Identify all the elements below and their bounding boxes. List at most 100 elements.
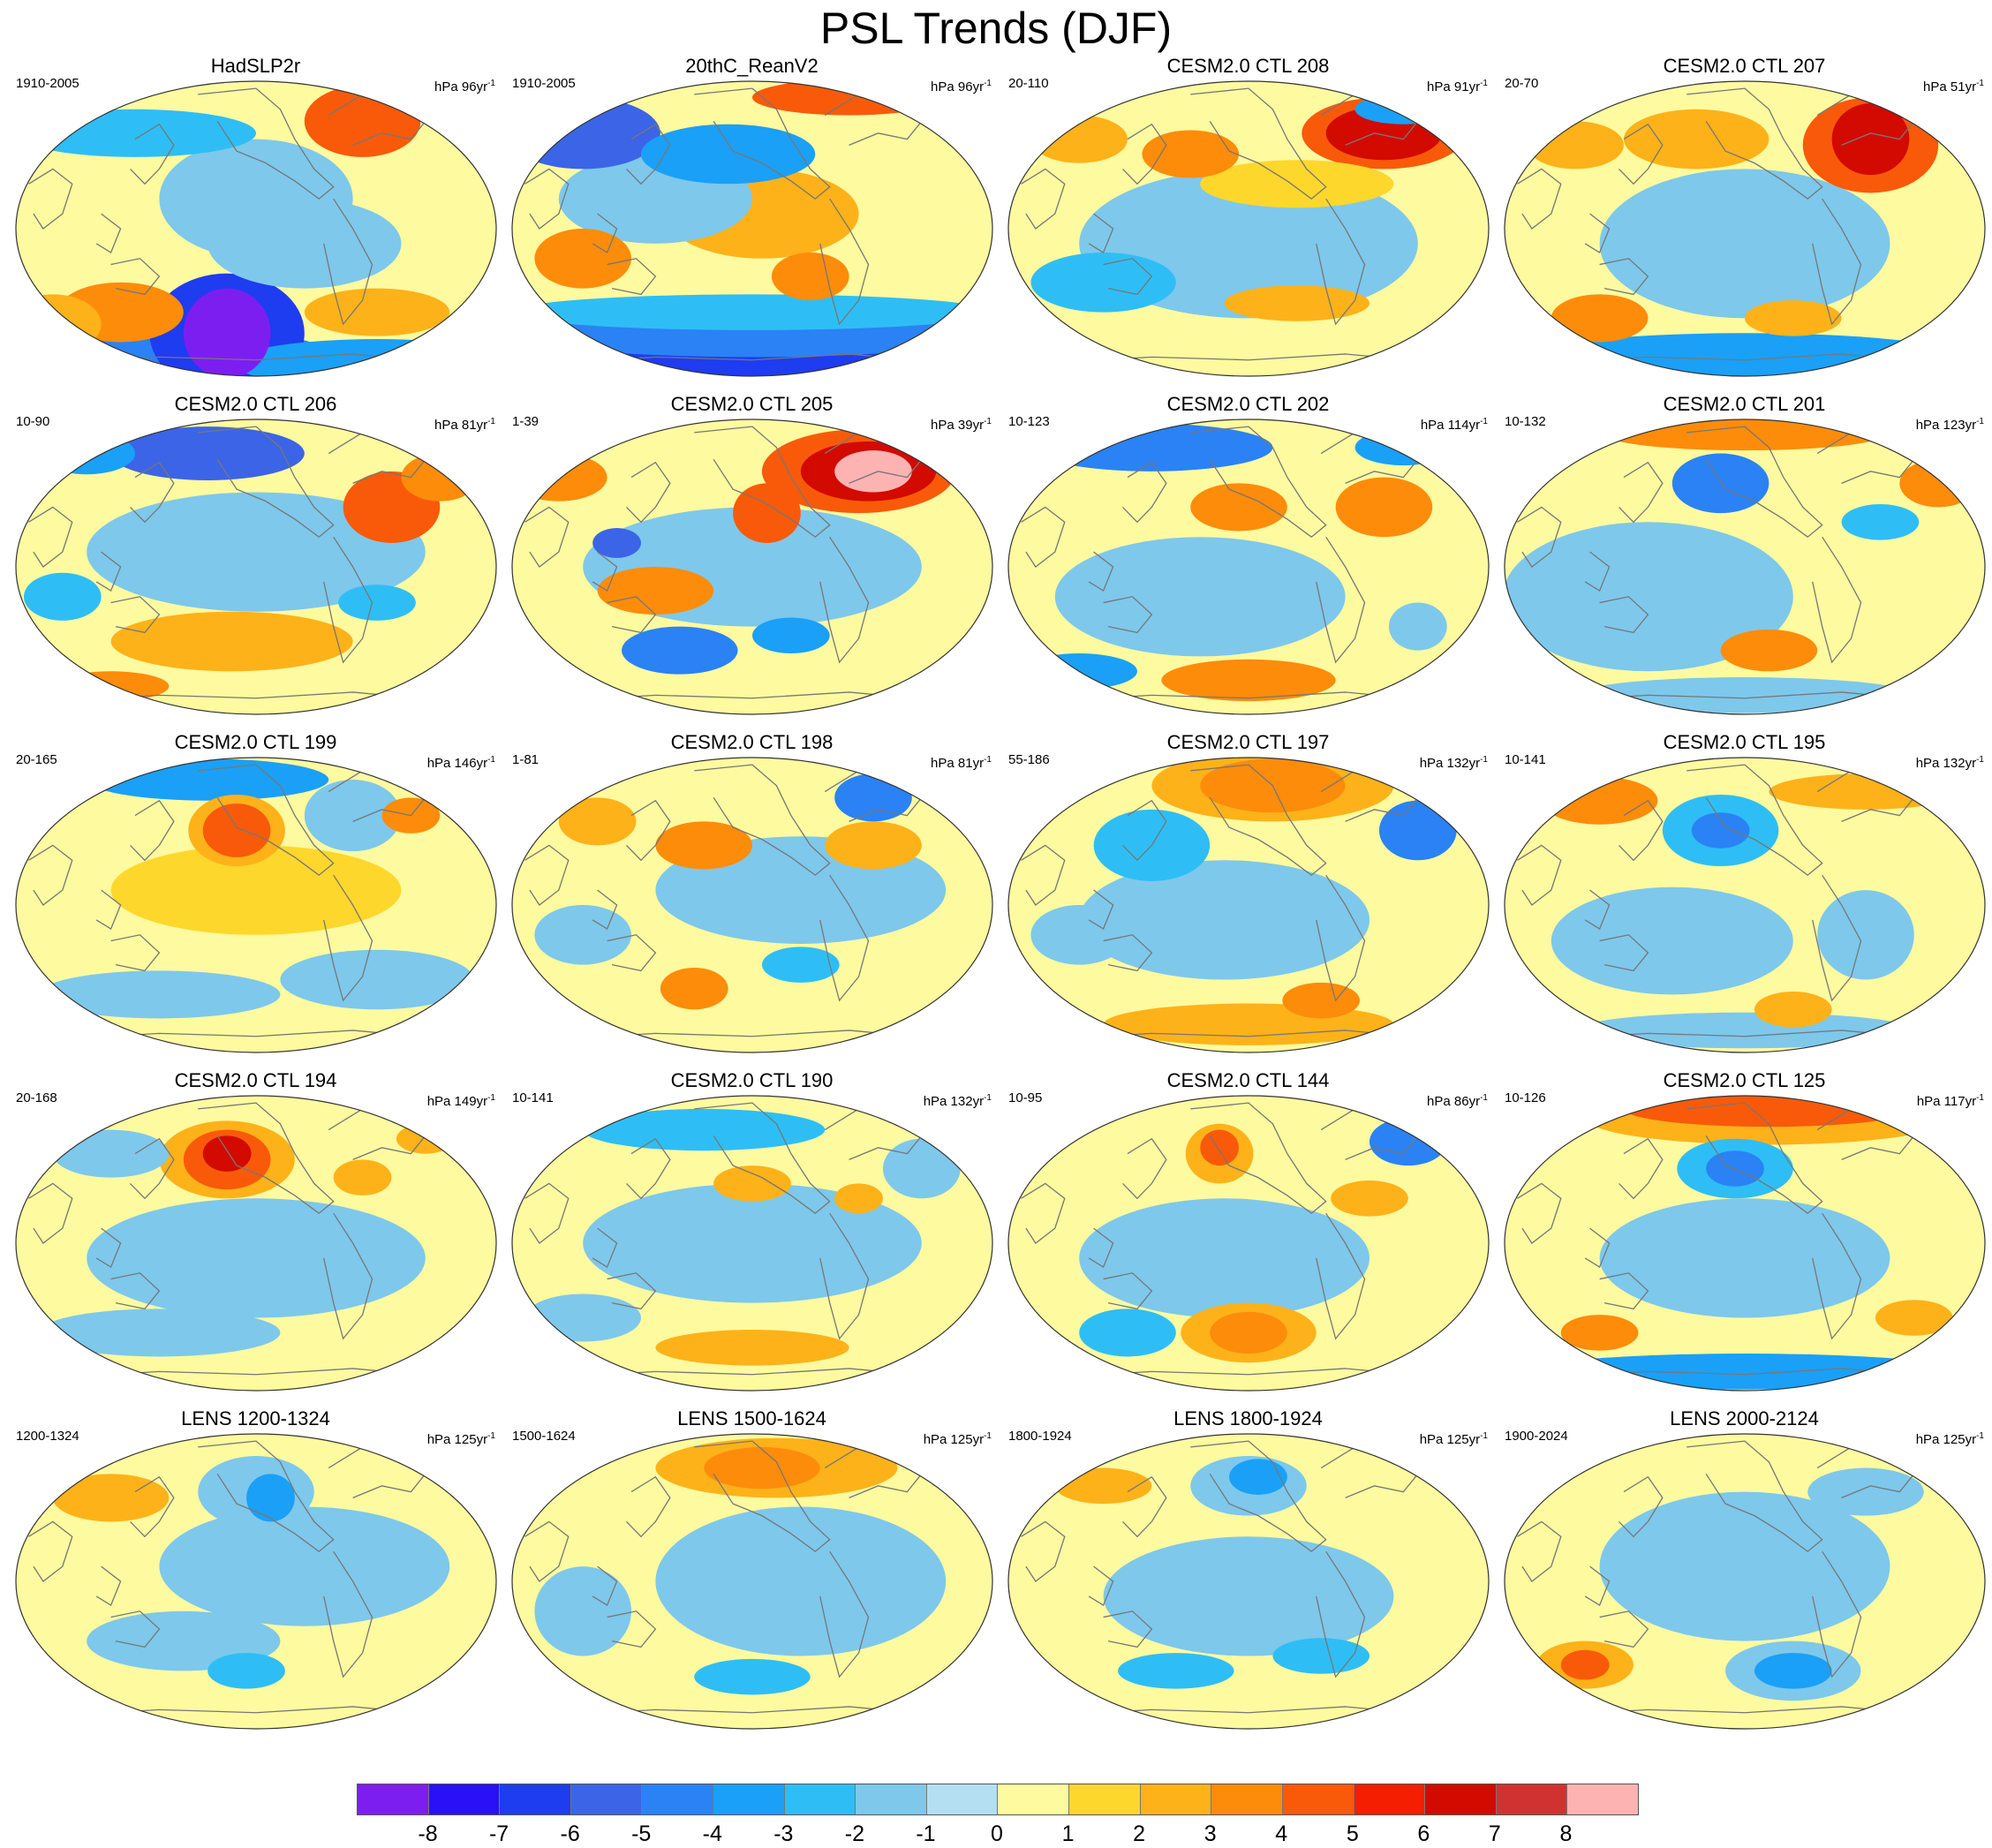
panel-year-range: 10-126: [1505, 1090, 1546, 1105]
coastline: [130, 1137, 175, 1200]
trend-contour: [1541, 776, 1658, 825]
coastline: [1812, 874, 1862, 1002]
panel-units-exponent: -1: [1480, 1093, 1488, 1103]
coastline: [1021, 506, 1066, 568]
trend-contour: [1560, 1649, 1610, 1680]
trend-contour: [401, 453, 479, 502]
trend-contour: [1030, 115, 1128, 163]
coastline: [1517, 168, 1562, 230]
panel-year-range: 1200-1324: [16, 1429, 79, 1444]
panel-units-exponent: -1: [1976, 755, 1984, 765]
coastline: [1584, 1565, 1611, 1606]
coastline: [1812, 536, 1862, 664]
panel-units-exponent: -1: [984, 755, 992, 765]
trend-map: [1007, 1095, 1490, 1392]
coastline: [1021, 168, 1066, 230]
coastline: [1122, 1137, 1167, 1200]
panel-units: hPa 96yr-1: [931, 76, 992, 95]
colorbar-tick-label: 2: [1133, 1822, 1146, 1846]
coastline: [524, 168, 570, 230]
coastline: [694, 1440, 831, 1553]
panel-units-base: hPa 125yr: [426, 1432, 488, 1447]
map-border: [1504, 80, 1986, 377]
colorbar-swatch: [856, 1784, 927, 1814]
trend-map: [1007, 1433, 1490, 1730]
coastline: [1618, 1475, 1664, 1538]
panel-units: hPa 132yr-1: [924, 1090, 992, 1110]
trend-contour: [1142, 130, 1240, 178]
panel-units-base: hPa 149yr: [426, 1094, 488, 1109]
trend-contour: [704, 1446, 820, 1490]
colorbar-swatch: [500, 1784, 571, 1814]
colorbar-swatch: [358, 1784, 429, 1814]
panel-units-base: hPa 132yr: [1915, 756, 1977, 771]
colorbar-swatch: [1567, 1784, 1638, 1814]
colorbar-swatch: [998, 1784, 1070, 1814]
map-panel: CESM2.0 CTL 190 10-141 hPa 132yr-1: [503, 1069, 1000, 1398]
trend-contour: [338, 585, 416, 621]
panel-units-exponent: -1: [984, 1093, 992, 1103]
trend-contour: [583, 1183, 922, 1303]
trend-contour: [1599, 169, 1890, 319]
coastline: [28, 168, 73, 230]
trend-contour: [655, 821, 752, 870]
trend-contour: [1745, 300, 1842, 336]
coastline: [1686, 764, 1823, 877]
trend-contour: [1054, 537, 1346, 657]
panel-year-range: 1-81: [512, 752, 540, 767]
trend-contour: [52, 1129, 170, 1178]
panel-units-base: hPa 91yr: [1427, 79, 1481, 94]
panel-title: CESM2.0 CTL 197: [1166, 731, 1330, 753]
coastline: [1103, 1272, 1153, 1310]
panel-year-range: 1800-1924: [1008, 1429, 1072, 1444]
trend-map: [1007, 757, 1490, 1053]
panel-units: hPa 123yr-1: [1916, 414, 1984, 434]
trend-map: [1007, 80, 1490, 377]
coastline: [110, 1610, 161, 1648]
coastline: [1190, 1102, 1327, 1215]
colorbar-tick-label: 0: [991, 1822, 1003, 1846]
trend-contour: [52, 671, 170, 702]
map-border: [511, 1095, 993, 1392]
panel-title: CESM2.0 CTL 207: [1663, 55, 1826, 77]
map-panel: HadSLP2r 1910-2005 hPa 96yr-1: [7, 55, 504, 383]
trend-contour: [1599, 1198, 1890, 1318]
coastline: [1021, 1182, 1066, 1244]
trend-contour: [52, 1474, 170, 1522]
coastline: [1812, 198, 1862, 326]
coastline: [1088, 889, 1114, 930]
panel-title: CESM2.0 CTL 199: [174, 731, 337, 753]
trend-contour: [583, 1108, 826, 1151]
coastline: [323, 1550, 374, 1678]
panel-units-exponent: -1: [1976, 1093, 1984, 1103]
panel-units-base: hPa 125yr: [923, 1432, 985, 1447]
trend-contour: [1272, 1638, 1370, 1674]
coastline: [1190, 426, 1327, 539]
coastline: [130, 1475, 175, 1538]
trend-contour: [597, 567, 714, 615]
colorbar-swatch: [1069, 1784, 1141, 1814]
coastline: [1122, 799, 1167, 862]
map-panel: CESM2.0 CTL 201 10-132 hPa 123yr-1: [1496, 393, 1992, 721]
trend-contour: [1079, 1309, 1176, 1357]
colorbar-swatch: [926, 1784, 999, 1814]
map-panel: CESM2.0 CTL 206 10-90 hPa 81yr-1: [7, 393, 504, 721]
trend-map: [511, 1095, 993, 1392]
coastline: [1686, 87, 1823, 200]
trend-contour: [23, 572, 102, 621]
map-border: [1007, 1433, 1490, 1730]
page-title: PSL Trends (DJF): [819, 4, 1173, 53]
trend-contour: [159, 1506, 450, 1626]
trend-contour: [534, 905, 631, 965]
panel-title: CESM2.0 CTL 205: [670, 393, 834, 415]
map-panel: CESM2.0 CTL 199 20-165 hPa 146yr-1: [7, 731, 504, 1060]
panel-units-base: hPa 81yr: [434, 418, 488, 433]
colorbar-swatch: [1425, 1784, 1497, 1814]
trend-contour: [304, 288, 450, 336]
map-panel: LENS 1800-1924 1800-1924 hPa 125yr-1: [1000, 1407, 1497, 1736]
panel-title: CESM2.0 CTL 190: [670, 1069, 834, 1091]
coastline: [1316, 1212, 1366, 1340]
trend-contour: [512, 294, 992, 330]
trend-contour: [38, 970, 281, 1019]
trend-contour: [38, 432, 136, 475]
